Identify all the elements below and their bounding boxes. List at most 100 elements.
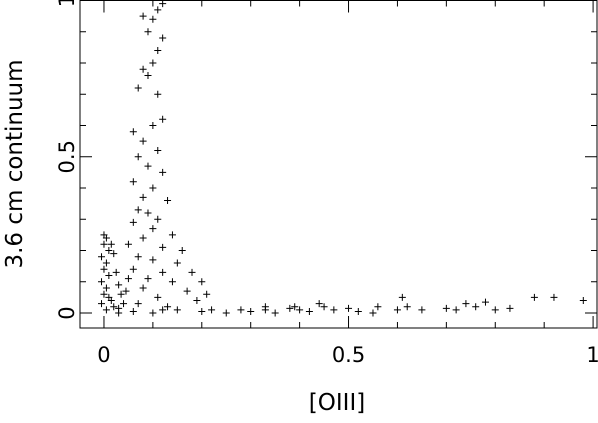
- point: [452, 306, 460, 314]
- point: [154, 47, 162, 54]
- point: [173, 259, 181, 267]
- point: [144, 162, 152, 170]
- point: [159, 115, 167, 123]
- point: [144, 72, 152, 79]
- point: [286, 304, 294, 312]
- point: [115, 309, 123, 317]
- point: [164, 303, 172, 311]
- point: [134, 253, 142, 261]
- point: [139, 284, 147, 292]
- point: [247, 307, 255, 315]
- point: [305, 307, 313, 315]
- point: [134, 206, 142, 214]
- point: [354, 307, 362, 315]
- point: [330, 306, 338, 314]
- point: [100, 240, 108, 248]
- y-tick-label: 0: [55, 306, 79, 319]
- point: [271, 309, 279, 317]
- point: [159, 0, 167, 8]
- point: [149, 309, 157, 317]
- point: [159, 243, 167, 251]
- point: [183, 287, 191, 295]
- point: [134, 153, 142, 161]
- point: [222, 309, 230, 317]
- point: [154, 6, 162, 14]
- point: [403, 303, 411, 311]
- point: [102, 259, 110, 267]
- point: [491, 306, 499, 314]
- point: [579, 297, 587, 304]
- point: [129, 265, 137, 273]
- point: [120, 300, 128, 308]
- point: [481, 298, 489, 306]
- point: [100, 290, 108, 298]
- point: [98, 278, 106, 286]
- y-axis-label: 3.6 cm continuum: [2, 59, 28, 268]
- point: [203, 290, 211, 298]
- point: [168, 278, 176, 286]
- point: [139, 234, 147, 242]
- point: [134, 300, 142, 308]
- x-tick-label: 0: [97, 343, 110, 367]
- point: [112, 268, 120, 276]
- point: [472, 303, 480, 311]
- point: [198, 307, 206, 315]
- point: [159, 268, 167, 276]
- point: [139, 65, 147, 73]
- y-tick-label: 0.5: [55, 140, 79, 173]
- point: [149, 122, 157, 129]
- point: [124, 275, 132, 283]
- point: [154, 90, 162, 98]
- point: [261, 303, 269, 311]
- point: [164, 197, 172, 204]
- point: [110, 250, 118, 258]
- point: [208, 306, 216, 314]
- point: [149, 184, 157, 192]
- point: [369, 309, 377, 317]
- point: [320, 303, 328, 311]
- point: [144, 28, 152, 36]
- point: [418, 306, 426, 314]
- point: [107, 297, 115, 304]
- point: [173, 306, 181, 314]
- point: [98, 300, 106, 308]
- point: [530, 293, 538, 301]
- point: [115, 281, 123, 289]
- point: [98, 253, 106, 261]
- point: [168, 231, 176, 239]
- point: [462, 300, 470, 308]
- point: [159, 34, 167, 42]
- point: [296, 306, 304, 314]
- x-axis-label: [OIII]: [309, 390, 365, 416]
- point: [442, 304, 450, 312]
- point: [159, 306, 167, 314]
- point: [506, 304, 514, 312]
- point: [198, 278, 206, 286]
- x-tick-label: 1: [586, 343, 598, 367]
- plot-frame: [79, 0, 598, 329]
- point: [129, 218, 137, 226]
- point: [159, 168, 167, 176]
- point: [154, 215, 162, 223]
- point: [144, 275, 152, 283]
- point: [117, 290, 125, 298]
- point: [149, 225, 157, 233]
- point: [149, 256, 157, 264]
- point: [139, 12, 147, 20]
- point: [149, 59, 157, 67]
- point: [237, 306, 245, 314]
- point: [144, 209, 152, 217]
- point: [105, 247, 113, 254]
- point: [102, 284, 110, 292]
- point: [393, 306, 401, 314]
- point: [154, 147, 162, 154]
- y-tick-label: 1: [55, 0, 79, 7]
- point: [139, 193, 147, 201]
- x-tick-label: 0.5: [332, 343, 365, 367]
- point: [134, 84, 142, 92]
- point: [102, 234, 110, 242]
- point: [129, 307, 137, 315]
- point: [154, 293, 162, 301]
- point: [550, 293, 558, 301]
